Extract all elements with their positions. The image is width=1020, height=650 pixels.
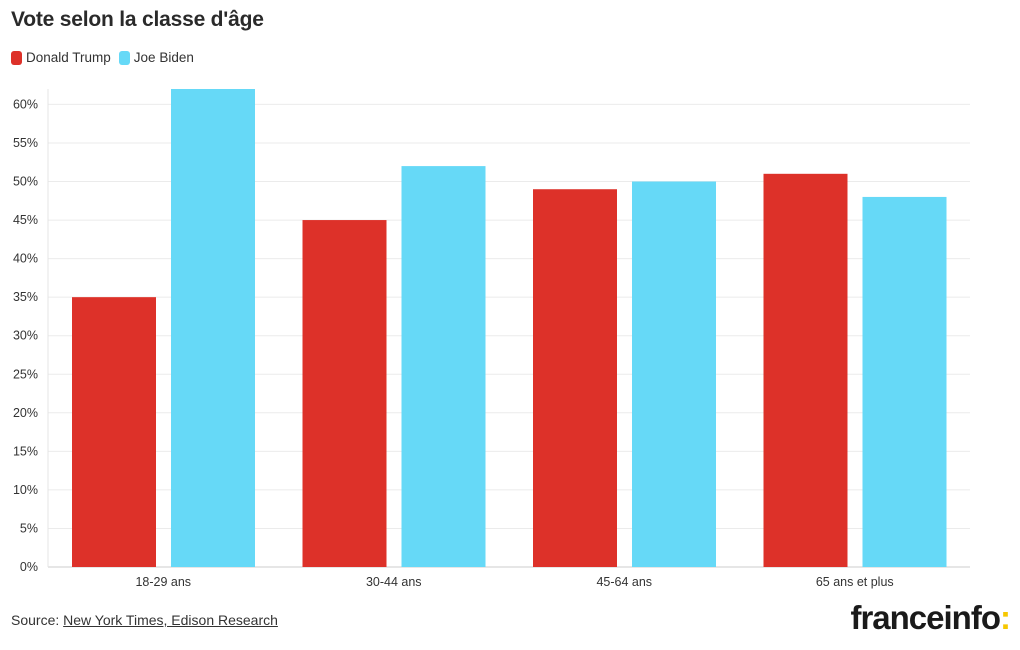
y-tick-label: 5%	[20, 521, 38, 535]
franceinfo-logo: franceinfo:	[850, 599, 1011, 637]
bar-biden	[632, 181, 716, 568]
x-tick-label: 45-64 ans	[596, 575, 652, 589]
bar-trump	[72, 297, 156, 567]
y-tick-label: 40%	[13, 252, 38, 266]
y-tick-label: 50%	[13, 175, 38, 189]
y-tick-label: 15%	[13, 444, 38, 458]
bar-biden	[862, 196, 947, 567]
y-tick-label: 25%	[13, 367, 38, 381]
y-tick-label: 55%	[13, 136, 38, 150]
logo-text: franceinfo	[850, 599, 1001, 636]
legend-swatch-trump	[11, 50, 22, 65]
y-tick-label: 20%	[13, 406, 38, 420]
chart-title: Vote selon la classe d'âge	[11, 8, 264, 31]
x-tick-label: 30-44 ans	[366, 575, 422, 589]
y-tick-label: 0%	[20, 560, 38, 574]
source-label: Source:	[11, 612, 60, 628]
bar-biden	[401, 166, 486, 567]
x-tick-label: 18-29 ans	[135, 575, 191, 589]
bar-biden	[171, 89, 255, 567]
legend-label-biden: Joe Biden	[133, 50, 194, 65]
bar-trump	[302, 220, 387, 567]
y-tick-label: 10%	[13, 483, 38, 497]
legend-item-biden[interactable]: Joe Biden	[118, 50, 194, 65]
logo-dots: :	[1000, 599, 1011, 636]
source-note: Source: New York Times, Edison Research	[11, 612, 278, 628]
bar-trump	[533, 189, 617, 567]
x-tick-label: 65 ans et plus	[816, 575, 894, 589]
source-link[interactable]: New York Times, Edison Research	[63, 612, 278, 628]
y-tick-label: 60%	[13, 97, 38, 111]
bar-trump	[763, 173, 848, 567]
y-tick-label: 35%	[13, 290, 38, 304]
y-tick-label: 45%	[13, 213, 38, 227]
legend-swatch-biden	[118, 50, 130, 65]
legend-item-trump[interactable]: Donald Trump	[11, 50, 111, 65]
bar-chart: 0% 5% 10% 15% 20% 25% 30% 35% 40% 45% 50% 55% 60% 18-…	[13, 89, 970, 589]
legend: Donald Trump Joe Biden	[11, 50, 202, 65]
y-tick-label: 30%	[13, 329, 38, 343]
legend-label-trump: Donald Trump	[26, 50, 111, 65]
